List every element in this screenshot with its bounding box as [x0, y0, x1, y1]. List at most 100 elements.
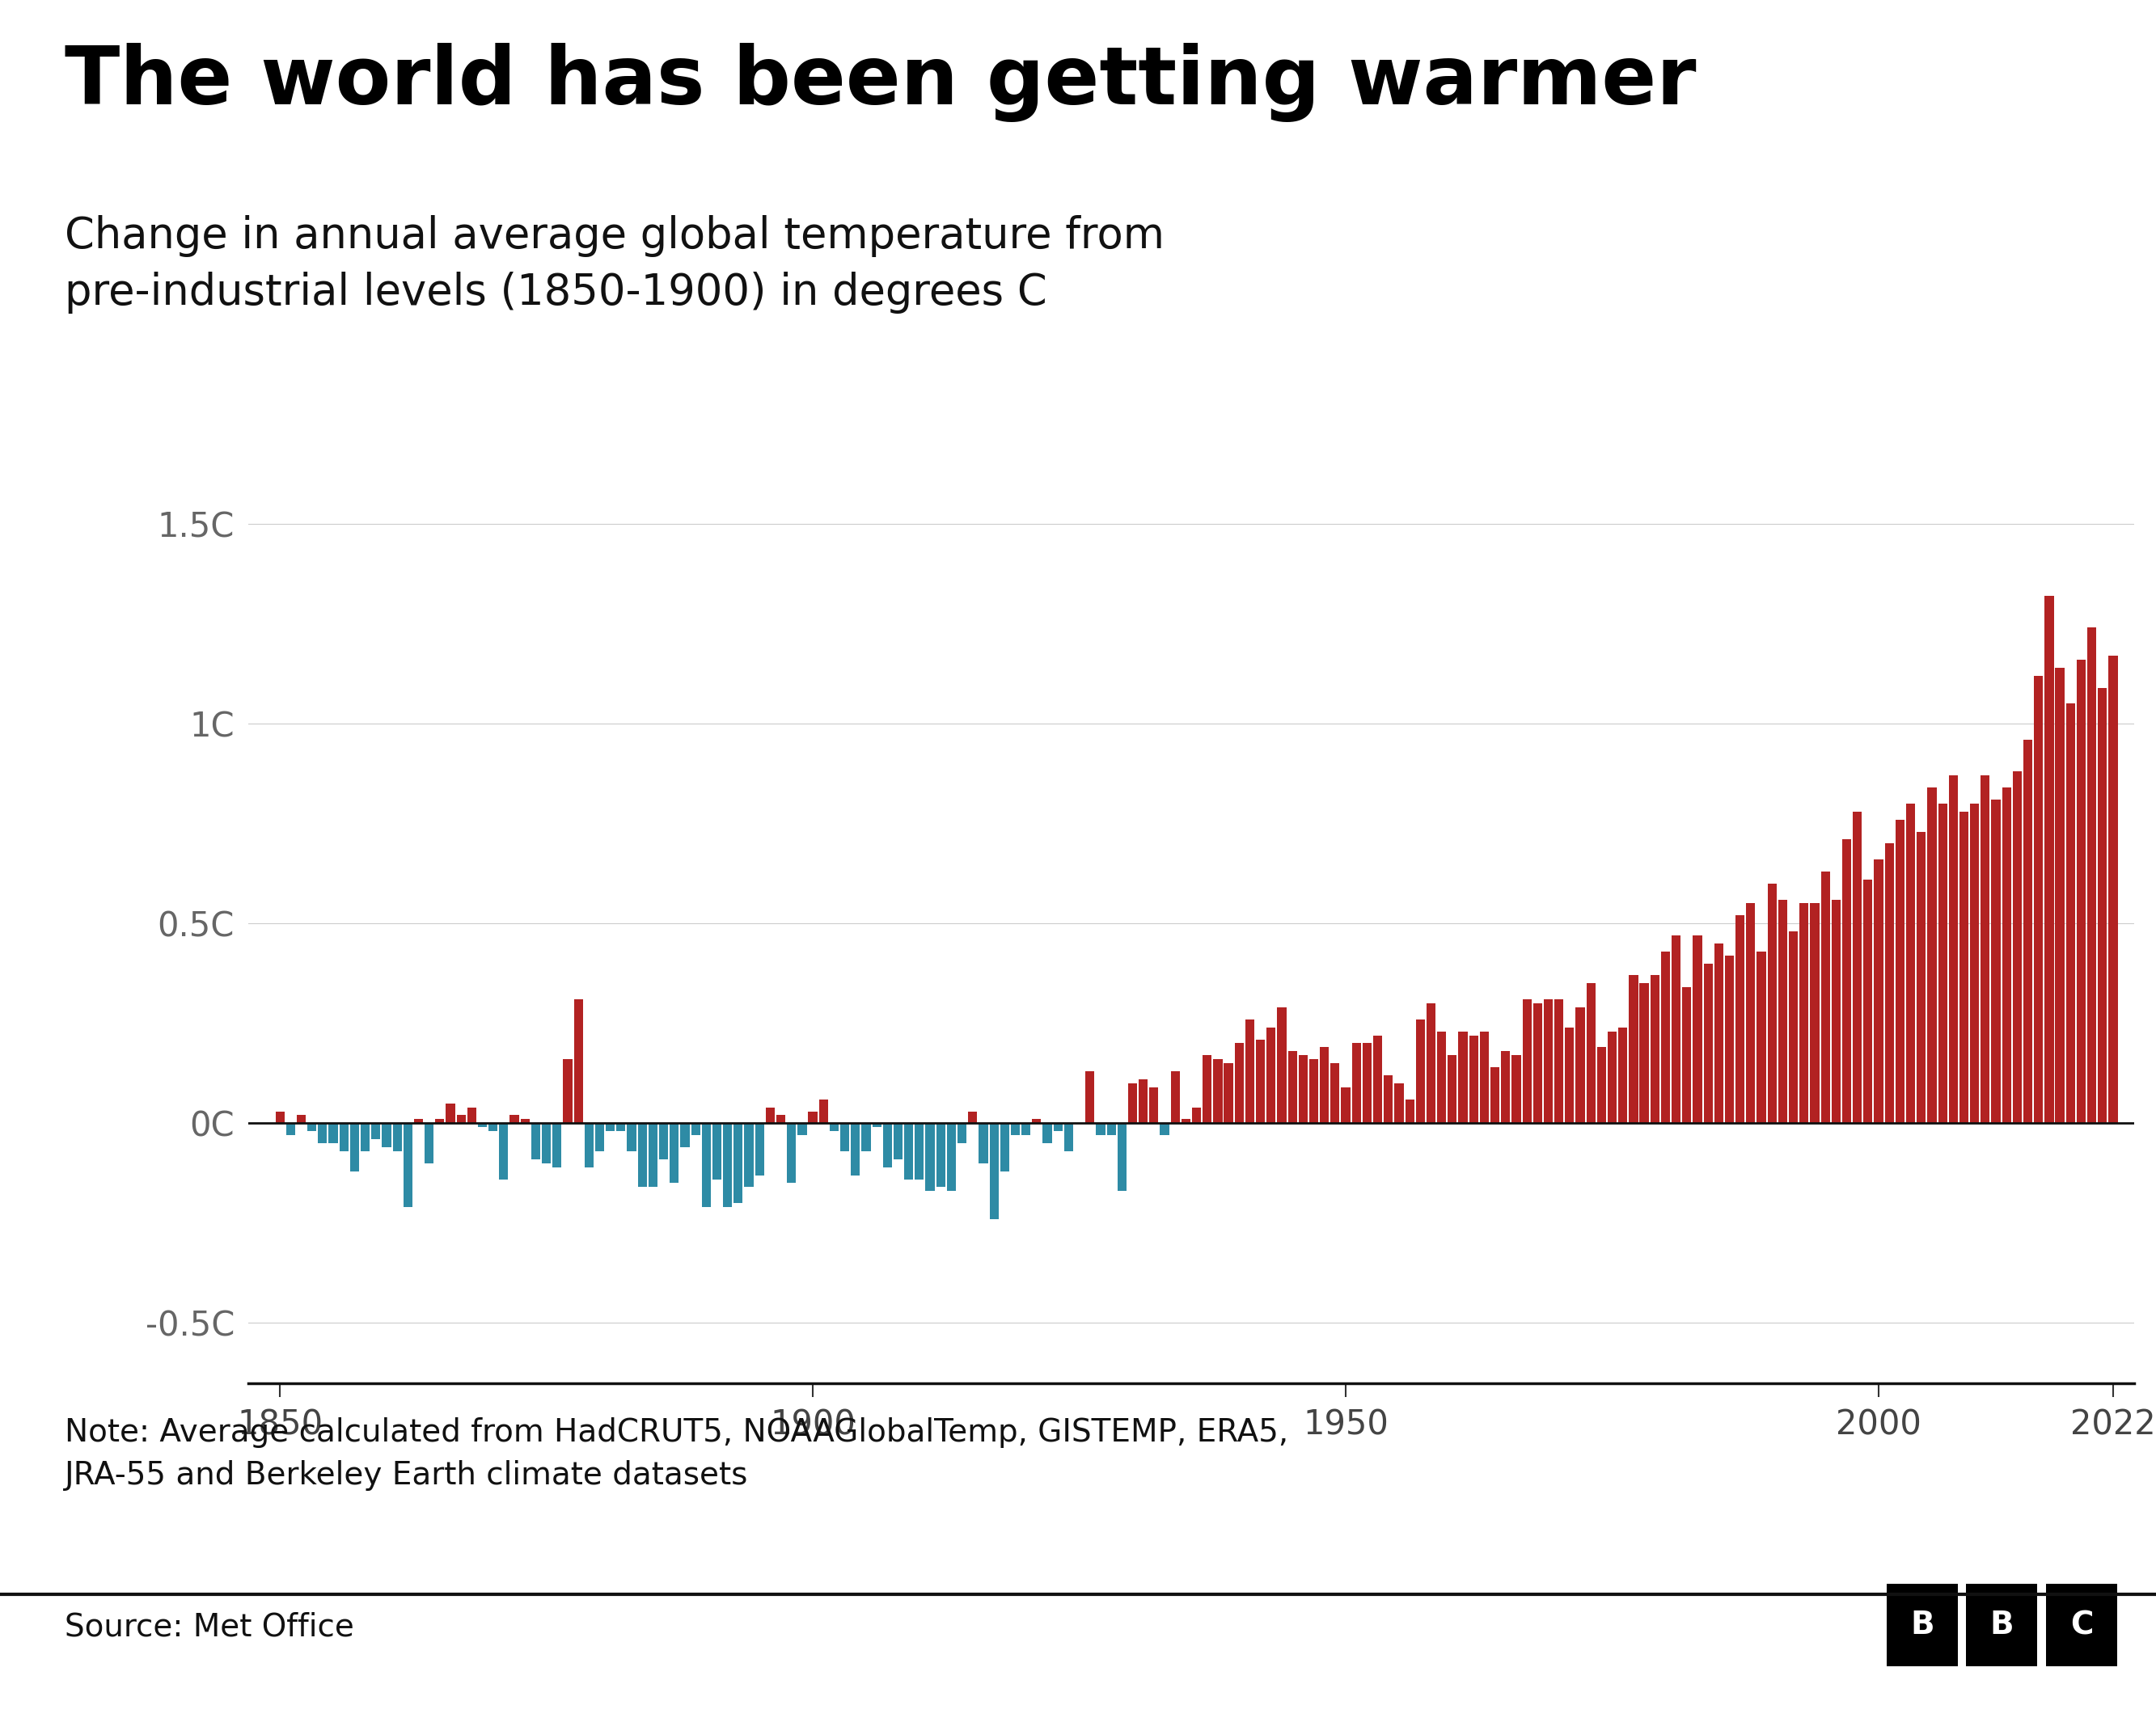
Bar: [1214, 1060, 1222, 1124]
Bar: [520, 1118, 530, 1124]
Bar: [1746, 904, 1755, 1124]
Bar: [1725, 955, 1733, 1124]
Bar: [671, 1124, 679, 1184]
Bar: [1363, 1043, 1371, 1124]
Bar: [1501, 1051, 1509, 1124]
Bar: [319, 1124, 328, 1142]
Bar: [2065, 704, 2074, 1124]
Bar: [1587, 983, 1595, 1124]
Bar: [1309, 1060, 1317, 1124]
Bar: [436, 1118, 444, 1124]
Bar: [1384, 1075, 1393, 1124]
Bar: [914, 1124, 925, 1179]
Bar: [1533, 1003, 1542, 1124]
Bar: [1490, 1067, 1498, 1124]
Bar: [1022, 1124, 1031, 1136]
Bar: [1181, 1118, 1190, 1124]
Bar: [287, 1124, 295, 1136]
Bar: [328, 1124, 338, 1142]
Bar: [595, 1124, 604, 1151]
Bar: [1468, 1036, 1479, 1124]
Bar: [722, 1124, 733, 1208]
Bar: [276, 1112, 285, 1124]
Bar: [1000, 1124, 1009, 1172]
Bar: [392, 1124, 401, 1151]
Bar: [1949, 775, 1958, 1124]
Bar: [1703, 964, 1712, 1124]
Bar: [755, 1124, 763, 1175]
Bar: [509, 1115, 520, 1124]
Bar: [1033, 1118, 1041, 1124]
Bar: [2044, 596, 2055, 1124]
Bar: [1373, 1036, 1382, 1124]
Bar: [1768, 883, 1777, 1124]
Bar: [500, 1124, 509, 1179]
Bar: [873, 1124, 882, 1127]
Bar: [968, 1112, 977, 1124]
Bar: [1225, 1063, 1233, 1124]
Bar: [573, 1000, 582, 1124]
Text: Source: Met Office: Source: Met Office: [65, 1611, 354, 1642]
Bar: [563, 1060, 571, 1124]
Bar: [841, 1124, 849, 1151]
Bar: [1736, 916, 1744, 1124]
Bar: [1341, 1087, 1350, 1124]
Bar: [1639, 983, 1649, 1124]
Bar: [1065, 1124, 1074, 1151]
Bar: [681, 1124, 690, 1148]
Bar: [617, 1124, 625, 1130]
Bar: [2022, 739, 2033, 1124]
Bar: [308, 1124, 317, 1130]
Bar: [1235, 1043, 1244, 1124]
Bar: [1192, 1108, 1201, 1124]
Bar: [819, 1100, 828, 1124]
Bar: [1171, 1072, 1179, 1124]
Bar: [1779, 900, 1787, 1124]
Bar: [638, 1124, 647, 1187]
Bar: [2014, 771, 2022, 1124]
Text: Change in annual average global temperature from
pre-industrial levels (1850-190: Change in annual average global temperat…: [65, 215, 1164, 314]
Bar: [1565, 1027, 1574, 1124]
Bar: [1287, 1051, 1298, 1124]
Bar: [711, 1124, 722, 1179]
Bar: [1757, 952, 1766, 1124]
Text: C: C: [2070, 1610, 2093, 1641]
Bar: [1319, 1048, 1328, 1124]
Bar: [1927, 787, 1936, 1124]
Bar: [360, 1124, 369, 1151]
Bar: [2087, 627, 2096, 1124]
Bar: [1266, 1027, 1276, 1124]
Bar: [1044, 1124, 1052, 1142]
Bar: [541, 1124, 552, 1163]
Bar: [692, 1124, 701, 1136]
Bar: [979, 1124, 987, 1163]
Bar: [1822, 871, 1830, 1124]
Bar: [1352, 1043, 1360, 1124]
Bar: [1298, 1055, 1309, 1124]
Text: The world has been getting warmer: The world has been getting warmer: [65, 43, 1697, 122]
Bar: [1800, 904, 1809, 1124]
Bar: [1084, 1072, 1095, 1124]
Bar: [425, 1124, 433, 1163]
Bar: [371, 1124, 379, 1139]
Bar: [990, 1124, 998, 1220]
Bar: [1395, 1084, 1404, 1124]
Bar: [2109, 656, 2117, 1124]
Bar: [1874, 859, 1882, 1124]
Bar: [701, 1124, 711, 1208]
Bar: [1863, 880, 1874, 1124]
Bar: [957, 1124, 966, 1142]
Bar: [660, 1124, 668, 1160]
Bar: [1106, 1124, 1117, 1136]
Bar: [2003, 787, 2012, 1124]
Bar: [1276, 1007, 1287, 1124]
Text: B: B: [1910, 1610, 1934, 1641]
Bar: [1246, 1019, 1255, 1124]
Bar: [552, 1124, 561, 1167]
Bar: [1671, 935, 1682, 1124]
Bar: [1992, 799, 2001, 1124]
Bar: [1649, 976, 1660, 1124]
Bar: [1011, 1124, 1020, 1136]
Bar: [1938, 804, 1947, 1124]
Bar: [2098, 687, 2106, 1124]
